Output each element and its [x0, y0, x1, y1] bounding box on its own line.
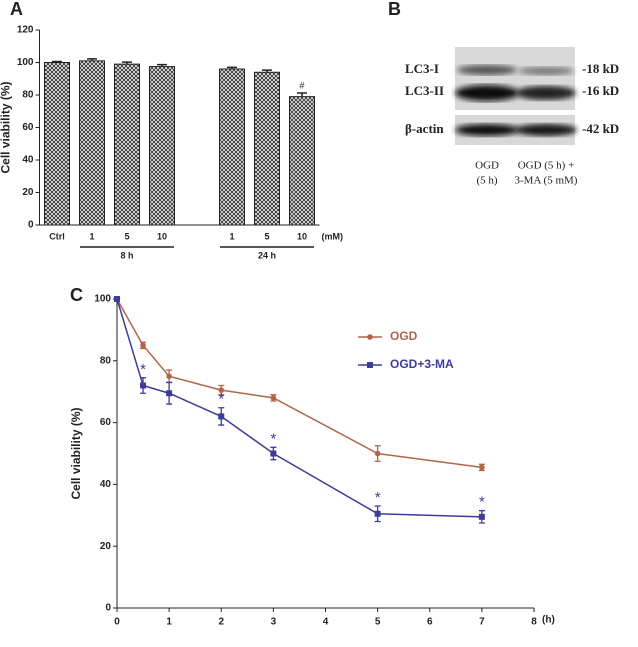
size-label: -16 kD [582, 83, 619, 98]
point [374, 510, 381, 517]
point [166, 373, 172, 380]
error-bar [157, 63, 167, 67]
bar [254, 71, 280, 226]
size-label: -42 kD [582, 121, 619, 136]
x-tick-label: 5 [124, 231, 129, 241]
error-bar [262, 69, 272, 73]
y-axis-label: Cell viability (%) [0, 81, 13, 173]
x-tick-label: 1 [89, 231, 94, 241]
x-tick-label: 7 [479, 617, 485, 628]
annotation: * [270, 430, 276, 447]
point [114, 296, 120, 302]
y-tick-label: 0 [105, 603, 111, 614]
x-tick-label: Ctrl [49, 231, 65, 241]
panel-letter: C [70, 285, 83, 305]
bar [219, 68, 245, 226]
point [218, 387, 225, 393]
x-tick-label: 10 [157, 231, 167, 241]
y-tick-label: 100 [94, 294, 111, 305]
legend-label: OGD [390, 329, 418, 343]
unit-label: (mM) [322, 231, 344, 241]
row-label: LC3-I [405, 61, 439, 76]
error-bar [122, 61, 132, 65]
y-tick-label: 80 [22, 90, 34, 101]
annotation: * [140, 361, 146, 378]
y-axis-label: Cell viability (%) [69, 407, 83, 499]
panel-letter: A [10, 0, 23, 19]
group-label: 24 h [258, 250, 276, 260]
x-tick-label: 6 [427, 617, 433, 628]
x-tick-label: 10 [297, 231, 307, 241]
point [140, 342, 146, 349]
y-tick-label: 100 [17, 57, 34, 68]
point [270, 450, 277, 457]
x-tick-label: 0 [114, 617, 120, 628]
error-bar [87, 58, 97, 61]
y-tick-label: 120 [17, 25, 34, 36]
y-tick-label: 60 [100, 417, 112, 428]
x-tick-label: 5 [375, 617, 381, 628]
y-tick-label: 0 [28, 220, 34, 231]
blot-image [455, 47, 577, 145]
legend-label: OGD+3-MA [390, 357, 454, 371]
x-tick-label: 1 [229, 231, 234, 241]
x-tick-label: 5 [264, 231, 269, 241]
x-tick-label: 4 [323, 617, 329, 628]
panel-letter: B [388, 0, 401, 19]
series-line [116, 298, 482, 518]
group-label: 8 h [120, 250, 133, 260]
error-bar [297, 92, 307, 97]
x-axis-label: (h) [542, 615, 555, 626]
bar [114, 63, 140, 226]
y-tick-label: 20 [100, 541, 112, 552]
lane-label: 3-MA (5 mM) [515, 175, 578, 187]
y-tick-label: 60 [22, 122, 34, 133]
y-tick-label: 40 [22, 155, 34, 166]
series-line [116, 298, 482, 469]
y-tick-label: 80 [100, 355, 112, 366]
bar [289, 96, 315, 226]
lane-label: OGD [475, 160, 499, 172]
row-label: LC3-II [405, 83, 444, 98]
annotation: # [299, 80, 304, 90]
size-label: -18 kD [582, 61, 619, 76]
point [479, 464, 485, 471]
x-tick-label: 1 [166, 617, 172, 628]
legend-marker [367, 362, 373, 368]
lane-label: (5 h) [476, 175, 497, 187]
point [218, 413, 225, 420]
legend-marker [367, 334, 373, 340]
point [374, 450, 381, 457]
error-bar [227, 66, 237, 69]
annotation: * [375, 489, 381, 506]
point [478, 513, 485, 520]
point [270, 395, 277, 401]
bar [79, 60, 105, 226]
bar [44, 62, 70, 226]
error-bar [52, 60, 62, 63]
x-tick-label: 3 [271, 617, 277, 628]
point [166, 390, 173, 397]
point [140, 382, 147, 389]
bar [149, 66, 175, 226]
lane-label: OGD (5 h) + [518, 160, 575, 172]
annotation: * [479, 494, 485, 511]
annotation: * [218, 391, 224, 408]
x-tick-label: 2 [218, 617, 224, 628]
row-label: β-actin [405, 121, 444, 136]
y-tick-label: 40 [100, 479, 112, 490]
y-tick-label: 20 [22, 187, 34, 198]
x-tick-label: 8 [531, 617, 537, 628]
